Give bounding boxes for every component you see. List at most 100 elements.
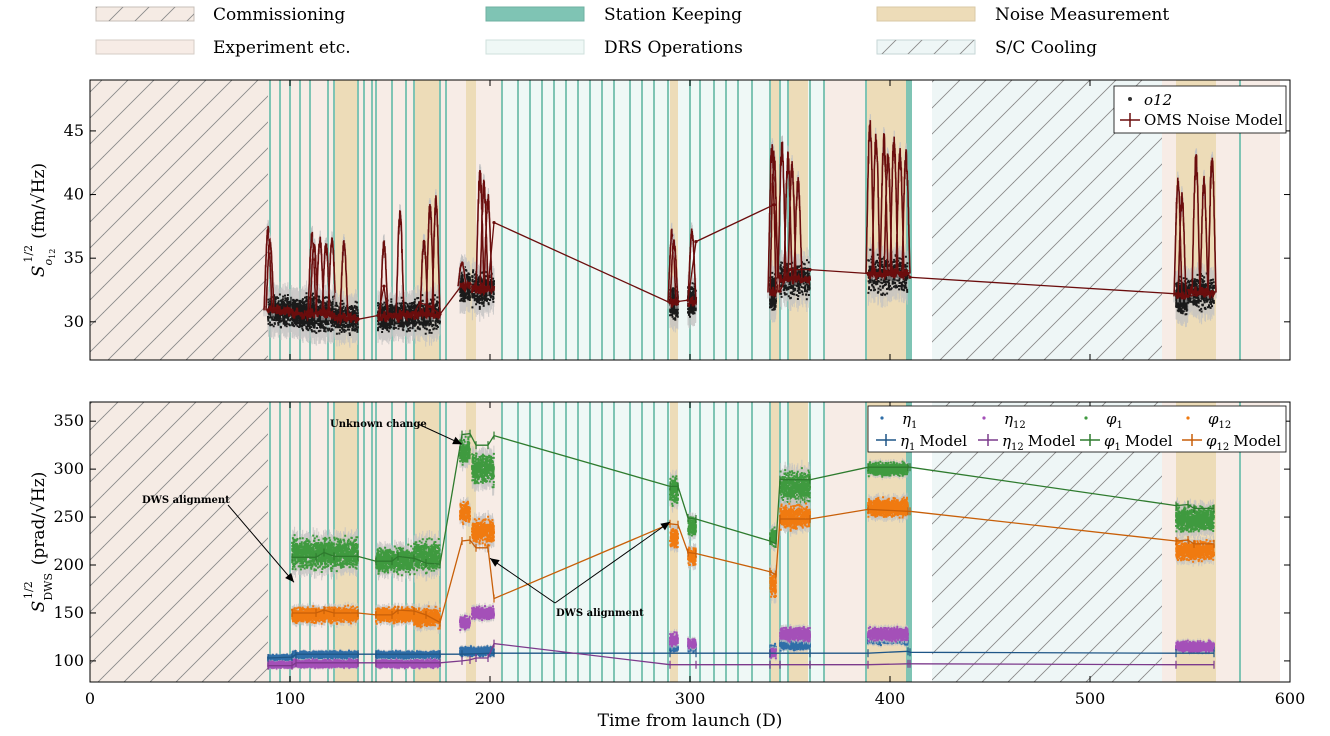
o12-cluster-model-12 xyxy=(768,286,778,299)
o12-spike-8-0 xyxy=(457,255,467,293)
o12-ytick-label-3: 45 xyxy=(64,121,84,140)
experiment-swatch xyxy=(95,39,195,55)
phase-legend-item-station-keeping: Station Keeping xyxy=(485,5,742,25)
o12-phase-noise-7 xyxy=(670,80,678,360)
dws-phase-drs-10 xyxy=(780,402,788,682)
o12-phase-drs-12 xyxy=(808,80,824,360)
dws-eta12-cluster-6 xyxy=(687,636,697,651)
phase-legend: Commissioning Station Keeping Noise Meas… xyxy=(95,5,1169,58)
dws-phi1-cluster-6 xyxy=(687,512,697,541)
oms-noise-model-point-15 xyxy=(460,283,464,287)
dws-ytick-label-3: 250 xyxy=(53,507,84,526)
annotation-1: DWS alignment xyxy=(142,495,295,583)
oms-noise-model-point-8 xyxy=(382,284,386,288)
oms-noise-model-point-13 xyxy=(428,304,432,309)
o12-ytick-label-1: 35 xyxy=(64,248,84,267)
o12-spike-14-6 xyxy=(901,143,911,280)
o12-cluster-model-7 xyxy=(412,306,442,321)
o12-cluster-model-9 xyxy=(470,282,496,297)
drs-swatch xyxy=(485,39,585,55)
oms-noise-model-point-32 xyxy=(1186,294,1190,298)
dws-phase-hatch-0 xyxy=(90,402,268,682)
oms-noise-model-point-26 xyxy=(788,268,792,272)
xtick-label-0: 0 xyxy=(85,689,95,708)
oms-noise-model-legend-label: OMS Noise Model xyxy=(1144,111,1283,129)
dws-legend-model-label-phi1: φ1 Model xyxy=(1104,432,1173,453)
dws-phi12-cluster-6 xyxy=(687,542,697,571)
oms-noise-model-point-17 xyxy=(474,287,478,291)
o12-cluster-model-6 xyxy=(392,309,416,323)
o12-phase-experiment-16 xyxy=(1162,80,1176,360)
oms-noise-model-point-9 xyxy=(386,316,390,320)
dws-phi1-cluster-3 xyxy=(459,430,471,472)
oms-noise-model-point-12 xyxy=(418,301,422,305)
o12-y-axis-title: So121/2(fm/√Hz) xyxy=(22,163,57,277)
annotation-2: DWS alignment xyxy=(489,557,644,619)
dws-legend-marker-eta12 xyxy=(982,416,986,420)
annotation-label-2: DWS alignment xyxy=(556,608,644,619)
o12-phase-drs-6 xyxy=(502,80,670,360)
cooling-label: S/C Cooling xyxy=(995,38,1097,58)
dws-ytick-label-2: 200 xyxy=(53,555,84,574)
o12-cluster-model-1 xyxy=(290,307,308,320)
xtick-label-6: 600 xyxy=(1275,689,1306,708)
dws-legend-label-phi1: φ1 xyxy=(1106,410,1123,431)
dws-eta12-cluster-10 xyxy=(1175,637,1215,656)
annotation-label-1: DWS alignment xyxy=(142,495,230,506)
dws-phase-experiment-16 xyxy=(1162,402,1176,682)
dws-phi1-cluster-10 xyxy=(1175,497,1215,539)
dws-phi12-cluster-7 xyxy=(769,564,777,604)
o12-cluster-model-16 xyxy=(1186,286,1215,300)
dws-phase-drs-12 xyxy=(808,402,824,682)
dws-phi1-cluster-1 xyxy=(375,537,415,582)
dws-legend-model-label-eta1: η1 Model xyxy=(900,432,967,453)
oms-noise-model-point-6 xyxy=(356,317,360,321)
oms-noise-model-point-16 xyxy=(468,282,472,286)
dws-eta12-cluster-9 xyxy=(867,623,909,645)
oms-noise-model-point-0 xyxy=(266,308,270,312)
dws-legend-marker-phi12 xyxy=(1186,416,1190,420)
dws-phase-drs-6 xyxy=(502,402,670,682)
o12-ytick-label-2: 40 xyxy=(64,185,84,204)
oms-noise-model-point-5 xyxy=(332,313,336,318)
phase-legend-item-drs: DRS Operations xyxy=(485,38,743,58)
xtick-label-3: 300 xyxy=(675,689,706,708)
phase-legend-item-cooling: S/C Cooling xyxy=(876,38,1097,58)
oms-noise-model-point-22 xyxy=(686,298,690,302)
o12-phase-noise-5 xyxy=(466,80,476,360)
oms-noise-model-point-20 xyxy=(668,301,672,305)
xtick-label-4: 400 xyxy=(875,689,906,708)
dws-phi12-cluster-10 xyxy=(1175,534,1215,567)
dws-eta1-cluster-1 xyxy=(291,648,359,662)
oms-noise-model-point-23 xyxy=(694,240,698,244)
o12-spike-15-0 xyxy=(1173,171,1183,303)
o12-ytick-label-0: 30 xyxy=(64,312,84,331)
oms-noise-model-point-30 xyxy=(908,275,912,279)
dws-legend-box xyxy=(867,405,1287,453)
o12-cluster-model-10 xyxy=(668,297,680,308)
o12-spike-7-2 xyxy=(431,189,441,321)
o12-spike-15-1 xyxy=(1177,186,1187,303)
dws-eta12-cluster-8 xyxy=(779,623,811,646)
oms-noise-model-point-24 xyxy=(772,203,776,207)
dws-legend-label-phi12: φ12 xyxy=(1208,410,1231,431)
oms-noise-model-line xyxy=(268,203,1215,320)
x-ticks: 0 100 200 300 400 500 600 xyxy=(85,80,1305,708)
o12-spike-14-1 xyxy=(871,127,881,280)
dws-ytick-label-4: 300 xyxy=(53,459,84,478)
dws-legend-model-label-eta12: η12 Model xyxy=(1002,432,1076,453)
oms-noise-model-point-14 xyxy=(438,312,442,316)
o12-cluster-model-5 xyxy=(376,311,396,323)
dws-eta12-cluster-0 xyxy=(267,659,293,671)
o12-cluster-model-3 xyxy=(314,307,336,322)
oms-noise-model-point-3 xyxy=(304,312,308,316)
annotation-0: Unknown change xyxy=(330,419,463,445)
dws-legend-model-label-phi12: φ12 Model xyxy=(1206,432,1281,453)
oms-noise-model-point-19 xyxy=(492,220,496,225)
oms-noise-model-point-7 xyxy=(376,313,380,318)
dws-eta12-cluster-3 xyxy=(459,612,471,634)
dws-phi12-cluster-4 xyxy=(471,510,495,553)
oms-noise-model-point-29 xyxy=(906,271,910,276)
annotation-3 xyxy=(554,521,671,604)
